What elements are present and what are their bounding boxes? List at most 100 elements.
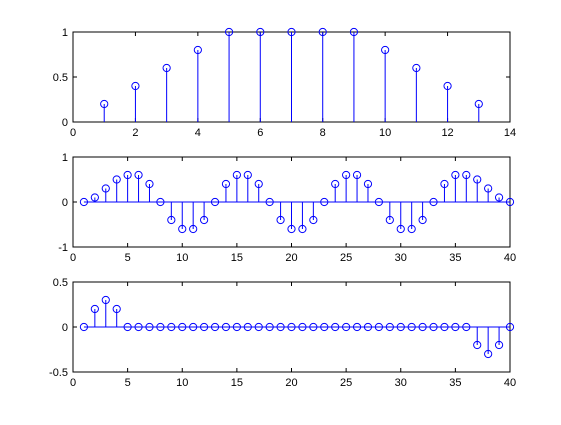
stem-marker (276, 215, 285, 225)
stem-marker (443, 81, 452, 91)
stem-marker (287, 224, 296, 234)
stem-marker (189, 322, 198, 332)
stem-marker (79, 322, 89, 332)
stem-marker (352, 170, 362, 180)
x-tick-label: 40 (504, 252, 516, 264)
stem-marker (298, 322, 307, 332)
stem-marker (440, 179, 449, 189)
stem-marker (232, 170, 241, 180)
stem-marker (189, 224, 198, 234)
stem-marker (200, 322, 209, 332)
x-tick-label: 6 (257, 127, 263, 139)
x-tick-label: 8 (320, 127, 326, 139)
stem-marker (374, 322, 383, 332)
stem-marker (79, 197, 89, 207)
x-tick-label: 35 (449, 377, 461, 389)
y-tick-label: 1 (62, 27, 68, 39)
stem-marker (320, 322, 329, 332)
stem-marker (309, 322, 318, 332)
x-tick-label: 0 (70, 377, 76, 389)
y-tick-label: -1 (58, 242, 68, 254)
stem-marker (265, 322, 274, 332)
stem-marker (385, 215, 394, 225)
y-tick-label: 0.5 (53, 72, 68, 84)
stem-marker (254, 322, 263, 332)
x-tick-label: 15 (231, 252, 243, 264)
stem-marker (90, 304, 99, 314)
stem-marker (100, 99, 109, 109)
stem-marker (494, 340, 504, 350)
stem-marker (385, 322, 394, 332)
stem-marker (331, 179, 340, 189)
stem-marker (462, 322, 471, 332)
stem-marker (407, 224, 416, 234)
stem-marker (429, 322, 438, 332)
stem-marker (440, 322, 449, 332)
stem-marker (200, 215, 209, 225)
stem-marker (396, 322, 405, 332)
stem-marker (418, 322, 427, 332)
stem-marker (484, 184, 493, 193)
stem-marker (309, 215, 318, 225)
x-tick-label: 40 (504, 377, 516, 389)
stem-marker (342, 170, 351, 180)
stem-marker (167, 215, 176, 225)
stem-marker (123, 170, 132, 180)
stem-marker (276, 322, 285, 332)
stem-marker (473, 175, 482, 184)
stem-marker (123, 322, 132, 332)
stem-marker (412, 63, 421, 73)
stem-marker (256, 27, 265, 37)
stem-marker (131, 81, 140, 91)
stem-marker (505, 197, 515, 207)
stem-marker (193, 45, 202, 55)
subplot-2: 0 5 10 15 20 25 30 35 40-101 (58, 152, 516, 264)
stem-marker (374, 197, 383, 207)
stem-marker (429, 197, 438, 207)
x-tick-label: 35 (449, 252, 461, 264)
x-tick-label: 20 (285, 252, 297, 264)
x-tick-label: 5 (125, 377, 131, 389)
stem-marker (320, 197, 329, 207)
x-tick-label: 2 (132, 127, 138, 139)
y-tick-label: -0.5 (49, 367, 68, 379)
stem-marker (407, 322, 416, 332)
stem-marker (134, 322, 143, 332)
y-tick-label: 0 (62, 117, 68, 129)
stem-marker (210, 197, 220, 207)
stem-marker (101, 295, 110, 305)
x-tick-label: 25 (340, 252, 352, 264)
stem-marker (287, 27, 296, 37)
stem-marker (396, 224, 405, 234)
stem-marker (381, 45, 390, 55)
stem-marker (178, 224, 187, 234)
x-tick-label: 4 (195, 127, 201, 139)
x-tick-label: 10 (176, 252, 188, 264)
stem-marker (145, 179, 154, 189)
y-tick-label: 1 (62, 152, 68, 164)
x-tick-label: 25 (340, 377, 352, 389)
stem-marker (287, 322, 296, 332)
y-tick-label: 0 (62, 197, 68, 209)
stem-marker (494, 193, 504, 202)
y-tick-label: 0 (62, 322, 68, 334)
stem-marker (156, 322, 165, 332)
stem-marker (484, 349, 493, 359)
stem-marker (254, 179, 263, 189)
x-tick-label: 0 (70, 127, 76, 139)
stem-marker (101, 184, 110, 193)
stem-marker (221, 179, 231, 189)
y-tick-label: 0.5 (53, 277, 68, 289)
x-tick-label: 15 (231, 377, 243, 389)
stem-marker (462, 170, 471, 180)
stem-marker (418, 215, 427, 225)
subplot-1: 0 2 4 6 8 10 12 14 0 0.5 1 (53, 27, 516, 139)
stem-marker (134, 170, 143, 180)
stem-marker (232, 322, 241, 332)
stem-marker (473, 340, 482, 350)
stem-marker (221, 322, 231, 332)
stem-marker (243, 322, 252, 332)
x-tick-label: 20 (285, 377, 297, 389)
stem-marker (156, 197, 165, 207)
